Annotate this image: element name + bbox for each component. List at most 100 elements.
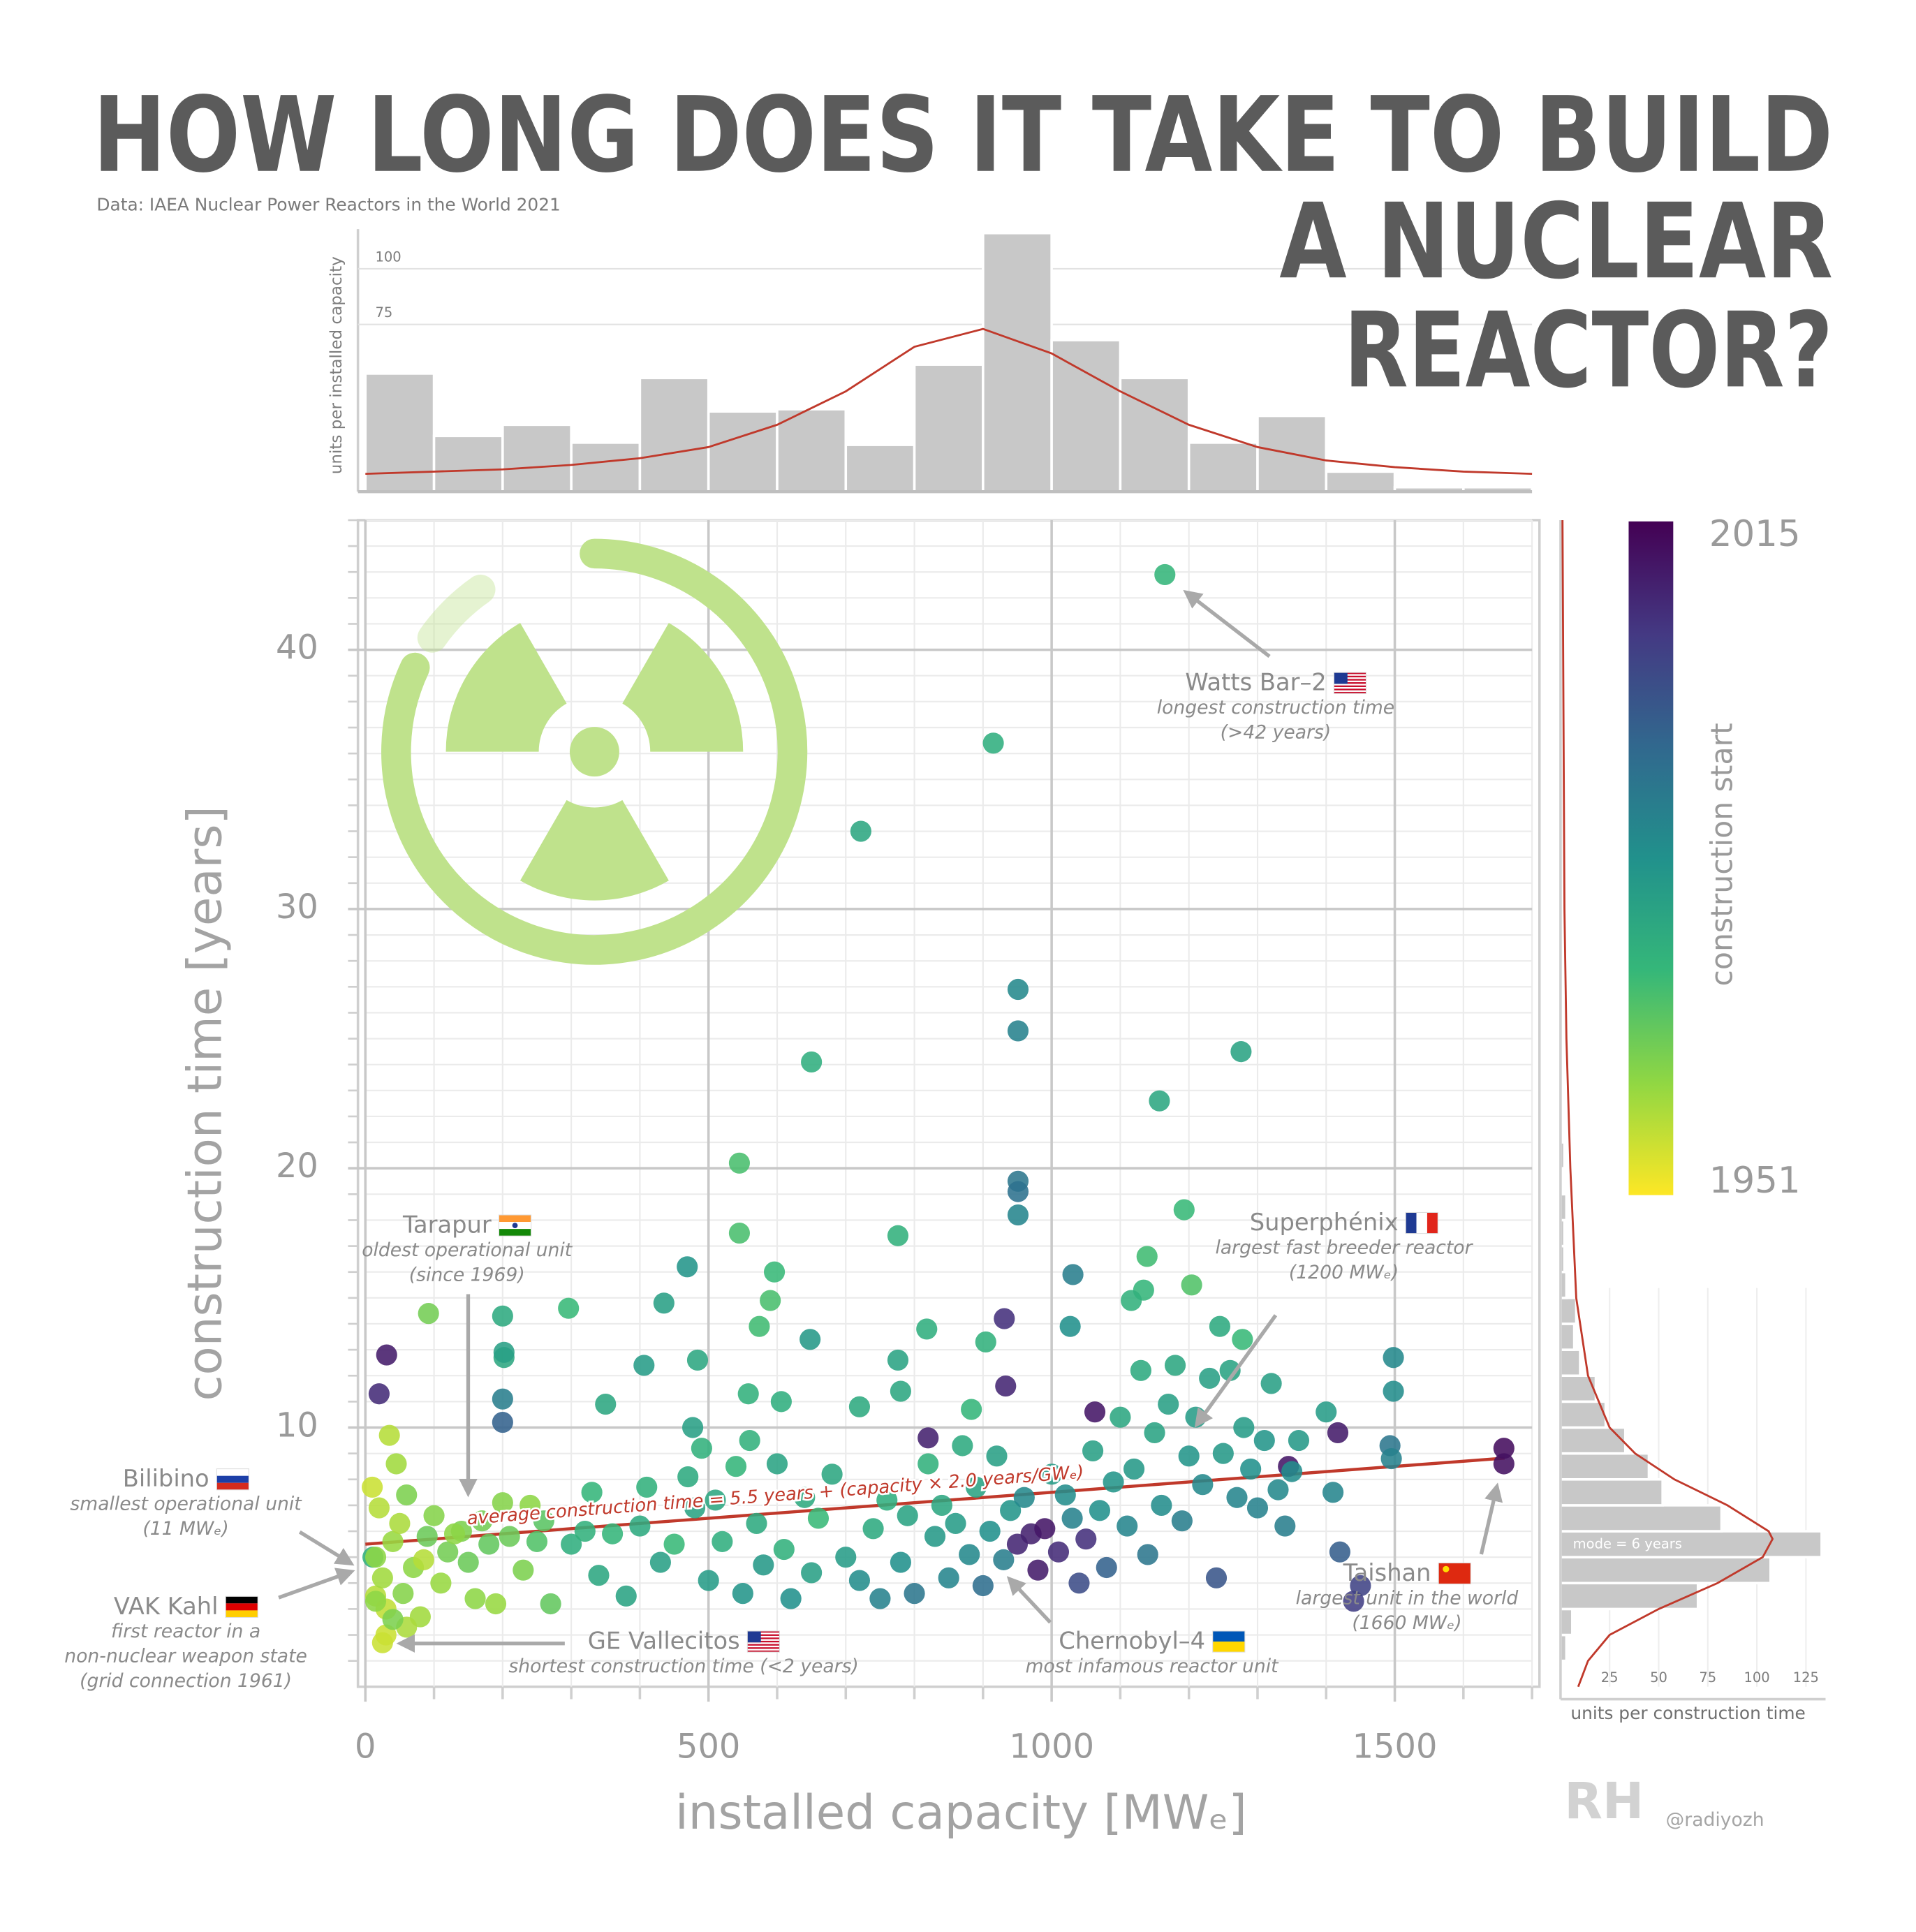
scatter-point <box>938 1567 959 1588</box>
scatter-point <box>1096 1556 1117 1579</box>
histogram-bar <box>1119 376 1191 493</box>
annotation-name: VAK Kahl <box>114 1593 219 1620</box>
flag-canton <box>747 1630 761 1643</box>
scatter-point <box>918 1427 939 1449</box>
flag-border <box>1212 1630 1246 1653</box>
scatter-point <box>1274 1515 1296 1537</box>
scatter-point <box>801 1562 823 1584</box>
scatter-point <box>1121 1290 1142 1311</box>
annotation-arrow <box>1479 1482 1503 1555</box>
scatter-point <box>890 1380 911 1402</box>
scatter-point <box>961 1399 982 1420</box>
scatter-point <box>1181 1274 1202 1296</box>
flag-stripe <box>1427 1212 1438 1234</box>
source: Data: IAEA Nuclear Power Reactors in the… <box>96 194 560 214</box>
scatter-point <box>705 1489 726 1511</box>
scatter-point <box>1288 1429 1310 1452</box>
flag-canton <box>1334 672 1348 684</box>
scatter-point <box>492 1412 513 1433</box>
flag-stripe <box>1406 1212 1417 1234</box>
scatter-point <box>382 1609 404 1630</box>
scatter-point <box>975 1331 996 1353</box>
flag-field <box>1438 1563 1471 1584</box>
scatter-point <box>753 1554 774 1576</box>
flag <box>225 1595 258 1618</box>
flag <box>1405 1211 1438 1234</box>
scatter-point <box>1173 1199 1195 1221</box>
scatter-point <box>1007 1204 1029 1226</box>
scatter-point <box>392 1583 414 1605</box>
x-tick-label: 25 <box>1601 1669 1619 1686</box>
scatter-point <box>1281 1461 1303 1482</box>
histogram-bar <box>1559 1607 1574 1637</box>
colorbar-tick-label: 1951 <box>1709 1160 1801 1202</box>
scatter-point <box>682 1417 704 1438</box>
icon-blade <box>622 623 744 752</box>
scatter-point <box>931 1494 952 1516</box>
scatter-point <box>1007 1181 1029 1202</box>
flag-stripe <box>216 1475 249 1483</box>
annotation-arrow <box>1194 1314 1278 1428</box>
colorbar <box>1628 521 1674 1195</box>
scatter-point <box>1054 1484 1076 1506</box>
scatter-point <box>1144 1422 1165 1444</box>
scatter-point <box>728 1152 751 1174</box>
flag-stripe <box>1334 679 1366 681</box>
scatter-point <box>691 1438 712 1459</box>
colorbar-label: construction start <box>1705 723 1740 986</box>
histogram-bar <box>707 410 779 493</box>
histogram-bar <box>638 376 710 493</box>
scatter-point <box>561 1533 582 1555</box>
scatter-point <box>1007 1020 1029 1042</box>
data-layer: 0 500 1000 1500 10 20 30 40 installed capacity [… <box>64 232 1826 1840</box>
scatter-point <box>492 1492 513 1514</box>
y-tick-label: 40 <box>276 629 318 668</box>
y-tick-label: 10 <box>276 1407 318 1445</box>
scatter-point <box>492 1305 513 1327</box>
scatter-point <box>1123 1458 1145 1480</box>
scatter-point <box>1260 1373 1282 1394</box>
scatter-point <box>698 1570 719 1591</box>
scatter-point <box>478 1533 500 1555</box>
flag-stripe <box>747 1637 780 1639</box>
flag-stripe <box>1334 682 1366 684</box>
scatter-point <box>1267 1479 1289 1500</box>
scatter-point <box>801 1051 823 1073</box>
annotation-name: Bilibino <box>123 1465 209 1492</box>
scatter-point <box>1027 1559 1049 1581</box>
scatter-point <box>663 1533 685 1555</box>
scatter-point <box>677 1256 698 1278</box>
histogram-bar <box>776 408 848 493</box>
scatter-point <box>904 1583 925 1605</box>
scatter-point <box>493 1341 515 1363</box>
scatter-point <box>1178 1445 1200 1467</box>
flag-stripe <box>216 1482 249 1490</box>
y-tick-label: 75 <box>375 304 392 320</box>
scatter-point <box>1205 1567 1228 1588</box>
scatter-point <box>848 1396 871 1417</box>
scatter-point <box>1089 1500 1111 1521</box>
histogram-bar <box>844 443 916 493</box>
scatter-point <box>1171 1510 1193 1532</box>
histogram-bar <box>1559 1452 1651 1481</box>
scatter-point <box>1137 1544 1158 1565</box>
scatter-point <box>746 1512 767 1534</box>
scatter-point <box>362 1476 383 1498</box>
histogram-bar <box>1559 1581 1700 1611</box>
scatter-point <box>653 1292 675 1314</box>
scatter-point <box>382 1531 404 1552</box>
histogram-bar <box>1559 1322 1576 1351</box>
histogram-bar <box>1050 339 1122 493</box>
flag-wheel <box>512 1223 518 1228</box>
scatter-point <box>739 1429 760 1452</box>
scatter-point <box>1151 1494 1172 1516</box>
scatter-point <box>916 1318 938 1340</box>
scatter-point <box>1199 1367 1221 1389</box>
scatter-point <box>972 1575 994 1597</box>
scatter-point <box>418 1303 439 1325</box>
icon-center <box>569 727 619 777</box>
scatter-point <box>1246 1497 1269 1519</box>
flag-stripe <box>747 1640 780 1643</box>
density-curve <box>365 327 1533 475</box>
